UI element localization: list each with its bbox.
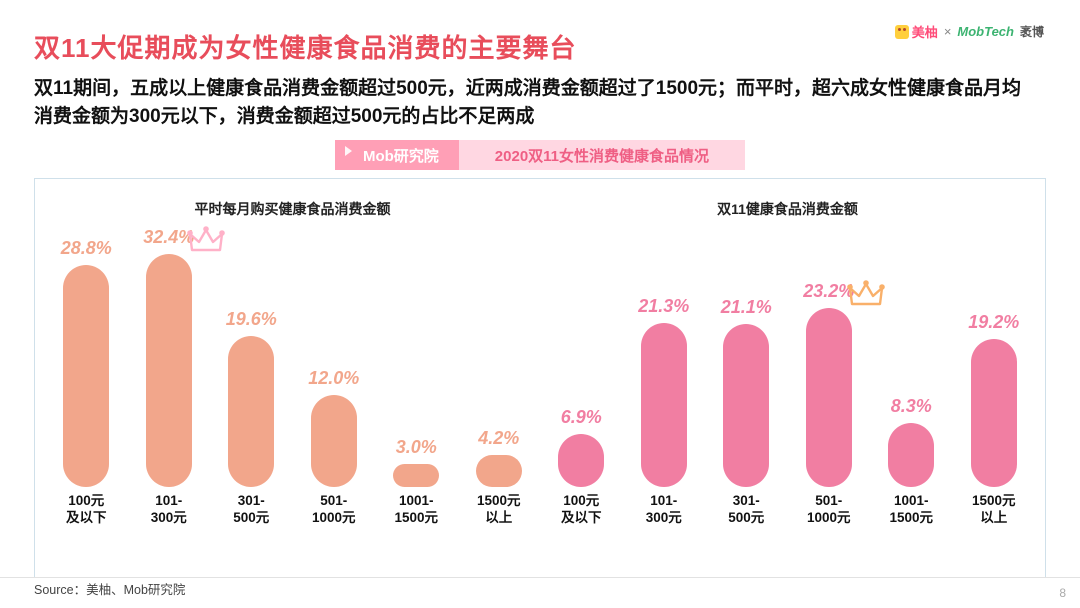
bar-category-label: 501-1000元: [312, 493, 356, 527]
bar-value-label: 32.4%: [143, 227, 194, 248]
bar-col: 8.3% 1001-1500元: [870, 227, 953, 527]
logo-mobtech: MobTech: [957, 24, 1014, 39]
bar-value-label: 12.0%: [308, 368, 359, 389]
bar-category-label: 1001-1500元: [394, 493, 438, 527]
bar: [641, 323, 687, 487]
bar-category-label: 100元及以下: [66, 493, 107, 527]
banner: Mob研究院 2020双11女性消费健康食品情况: [34, 140, 1046, 170]
bar-category-label: 501-1000元: [807, 493, 851, 527]
bar-value-label: 23.2%: [803, 281, 854, 302]
logo-separator: ×: [944, 24, 952, 39]
bar: [228, 336, 274, 487]
bar-col: 21.3% 101-300元: [623, 227, 706, 527]
bar-col: 6.9% 100元及以下: [540, 227, 623, 527]
bar-col: 32.4% 101-300元: [128, 227, 211, 527]
chart-container: 平时每月购买健康食品消费金额 双11健康食品消费金额 28.8% 100元及以下…: [34, 178, 1046, 578]
banner-left-text: Mob研究院: [363, 145, 439, 166]
footer-source: Source：美柚、Mob研究院: [34, 579, 185, 598]
bar-value-label: 28.8%: [61, 238, 112, 259]
bars-row: 28.8% 100元及以下 32.4% 101-300元 19.6% 301-5…: [45, 227, 1035, 527]
page-subtitle: 双11期间，五成以上健康食品消费金额超过500元，近两成消费金额超过了1500元…: [34, 75, 1034, 130]
bar-col: 19.6% 301-500元: [210, 227, 293, 527]
bar-col: 3.0% 1001-1500元: [375, 227, 458, 527]
series-title-0: 平时每月购买健康食品消费金额: [45, 199, 540, 219]
bar: [311, 395, 357, 488]
bar-col: 4.2% 1500元以上: [458, 227, 541, 527]
bar-value-label: 19.2%: [968, 312, 1019, 333]
bar-category-label: 101-300元: [646, 493, 682, 527]
slide: 美柚 × MobTech 袤博 双11大促期成为女性健康食品消费的主要舞台 双1…: [0, 0, 1080, 608]
bar: [971, 339, 1017, 487]
bar: [393, 464, 439, 487]
bar-category-label: 301-500元: [233, 493, 269, 527]
bar-category-label: 1500元以上: [972, 493, 1016, 527]
bar-value-label: 19.6%: [226, 309, 277, 330]
page-number: 8: [1059, 586, 1066, 600]
bar-category-label: 1500元以上: [477, 493, 521, 527]
bar-col: 12.0% 501-1000元: [293, 227, 376, 527]
logo-mobtech-sub: 袤博: [1020, 23, 1044, 40]
bar-category-label: 101-300元: [151, 493, 187, 527]
bar: [63, 265, 109, 487]
bar-col: 23.2% 501-1000元: [788, 227, 871, 527]
bar-category-label: 100元及以下: [561, 493, 602, 527]
bar: [476, 455, 522, 487]
footer-divider: [0, 577, 1080, 578]
bar: [723, 324, 769, 487]
logo-meiyou: 美柚: [895, 22, 938, 41]
bar: [888, 423, 934, 487]
bar-value-label: 8.3%: [891, 396, 932, 417]
header-logos: 美柚 × MobTech 袤博: [895, 22, 1044, 41]
banner-left: Mob研究院: [335, 140, 459, 170]
bar-category-label: 301-500元: [728, 493, 764, 527]
bar-value-label: 21.3%: [638, 296, 689, 317]
bar-value-label: 21.1%: [721, 297, 772, 318]
bar-value-label: 4.2%: [478, 428, 519, 449]
logo-meiyou-text: 美柚: [912, 22, 938, 41]
series-titles-row: 平时每月购买健康食品消费金额 双11健康食品消费金额: [45, 199, 1035, 219]
meiyou-icon: [895, 25, 909, 39]
banner-right: 2020双11女性消费健康食品情况: [459, 140, 745, 170]
series-title-1: 双11健康食品消费金额: [540, 199, 1035, 219]
bar-value-label: 6.9%: [561, 407, 602, 428]
bar: [146, 254, 192, 487]
bar-col: 21.1% 301-500元: [705, 227, 788, 527]
bar-col: 19.2% 1500元以上: [953, 227, 1036, 527]
bar-value-label: 3.0%: [396, 437, 437, 458]
bar: [806, 308, 852, 487]
bar-category-label: 1001-1500元: [889, 493, 933, 527]
bar-col: 28.8% 100元及以下: [45, 227, 128, 527]
bar: [558, 434, 604, 487]
